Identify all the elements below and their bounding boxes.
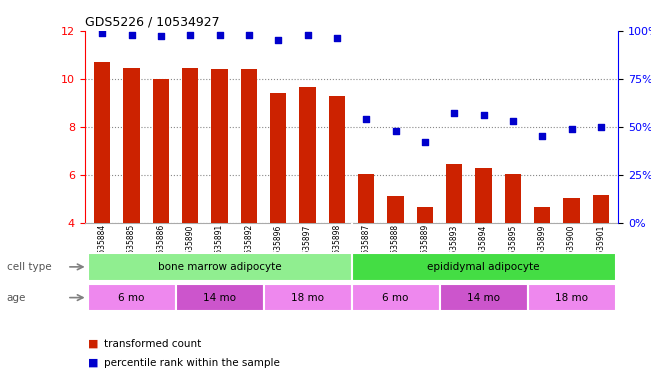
Point bbox=[97, 30, 107, 36]
Bar bbox=[212, 69, 228, 223]
Text: GSM635891: GSM635891 bbox=[215, 224, 224, 270]
Bar bbox=[417, 207, 433, 223]
Text: transformed count: transformed count bbox=[104, 339, 201, 349]
Point bbox=[537, 133, 547, 139]
Bar bbox=[534, 207, 550, 223]
Point bbox=[126, 31, 137, 38]
Bar bbox=[241, 69, 257, 223]
FancyBboxPatch shape bbox=[527, 284, 615, 311]
Text: GSM635886: GSM635886 bbox=[156, 224, 165, 270]
Bar bbox=[329, 96, 345, 223]
Text: epididymal adipocyte: epididymal adipocyte bbox=[427, 262, 540, 272]
Text: GSM635893: GSM635893 bbox=[450, 224, 459, 271]
Bar bbox=[593, 195, 609, 223]
Point bbox=[420, 139, 430, 145]
Text: cell type: cell type bbox=[7, 262, 51, 272]
Text: GSM635900: GSM635900 bbox=[567, 224, 576, 271]
Bar bbox=[299, 87, 316, 223]
Text: 14 mo: 14 mo bbox=[203, 293, 236, 303]
Point bbox=[273, 37, 283, 43]
Text: 6 mo: 6 mo bbox=[382, 293, 409, 303]
Text: bone marrow adipocyte: bone marrow adipocyte bbox=[158, 262, 281, 272]
Text: age: age bbox=[7, 293, 26, 303]
Bar bbox=[270, 93, 286, 223]
Bar bbox=[387, 196, 404, 223]
Text: 6 mo: 6 mo bbox=[118, 293, 145, 303]
Bar bbox=[358, 174, 374, 223]
FancyBboxPatch shape bbox=[88, 284, 176, 311]
Text: GSM635895: GSM635895 bbox=[508, 224, 518, 271]
Text: GSM635892: GSM635892 bbox=[244, 224, 253, 270]
Text: 18 mo: 18 mo bbox=[555, 293, 588, 303]
Text: GDS5226 / 10534927: GDS5226 / 10534927 bbox=[85, 15, 219, 28]
Bar bbox=[446, 164, 462, 223]
Point bbox=[156, 33, 166, 40]
Point bbox=[449, 110, 460, 116]
Text: GSM635899: GSM635899 bbox=[538, 224, 547, 271]
Text: GSM635889: GSM635889 bbox=[421, 224, 430, 270]
Bar bbox=[182, 68, 199, 223]
FancyBboxPatch shape bbox=[264, 284, 352, 311]
Point bbox=[566, 126, 577, 132]
Text: GSM635890: GSM635890 bbox=[186, 224, 195, 271]
Text: GSM635901: GSM635901 bbox=[596, 224, 605, 271]
Text: GSM635885: GSM635885 bbox=[127, 224, 136, 270]
Bar bbox=[153, 79, 169, 223]
FancyBboxPatch shape bbox=[439, 284, 527, 311]
Point bbox=[596, 124, 606, 130]
Text: GSM635897: GSM635897 bbox=[303, 224, 312, 271]
Text: 18 mo: 18 mo bbox=[291, 293, 324, 303]
Bar bbox=[475, 167, 492, 223]
Text: GSM635888: GSM635888 bbox=[391, 224, 400, 270]
Point bbox=[508, 118, 518, 124]
Text: 14 mo: 14 mo bbox=[467, 293, 500, 303]
Text: percentile rank within the sample: percentile rank within the sample bbox=[104, 358, 280, 368]
Text: ■: ■ bbox=[88, 339, 98, 349]
FancyBboxPatch shape bbox=[176, 284, 264, 311]
Text: GSM635884: GSM635884 bbox=[98, 224, 107, 270]
Point bbox=[361, 116, 372, 122]
Point bbox=[302, 31, 312, 38]
FancyBboxPatch shape bbox=[352, 253, 615, 281]
Text: GSM635896: GSM635896 bbox=[273, 224, 283, 271]
Point bbox=[185, 31, 195, 38]
FancyBboxPatch shape bbox=[88, 253, 352, 281]
Bar bbox=[564, 197, 579, 223]
Point bbox=[214, 31, 225, 38]
Text: GSM635894: GSM635894 bbox=[479, 224, 488, 271]
Text: ■: ■ bbox=[88, 358, 98, 368]
Point bbox=[391, 127, 401, 134]
Point bbox=[478, 112, 489, 118]
Bar bbox=[94, 62, 110, 223]
Text: GSM635898: GSM635898 bbox=[333, 224, 341, 270]
Bar bbox=[124, 68, 139, 223]
FancyBboxPatch shape bbox=[352, 284, 439, 311]
Bar bbox=[505, 174, 521, 223]
Point bbox=[331, 35, 342, 41]
Text: GSM635887: GSM635887 bbox=[362, 224, 370, 270]
Point bbox=[243, 31, 254, 38]
